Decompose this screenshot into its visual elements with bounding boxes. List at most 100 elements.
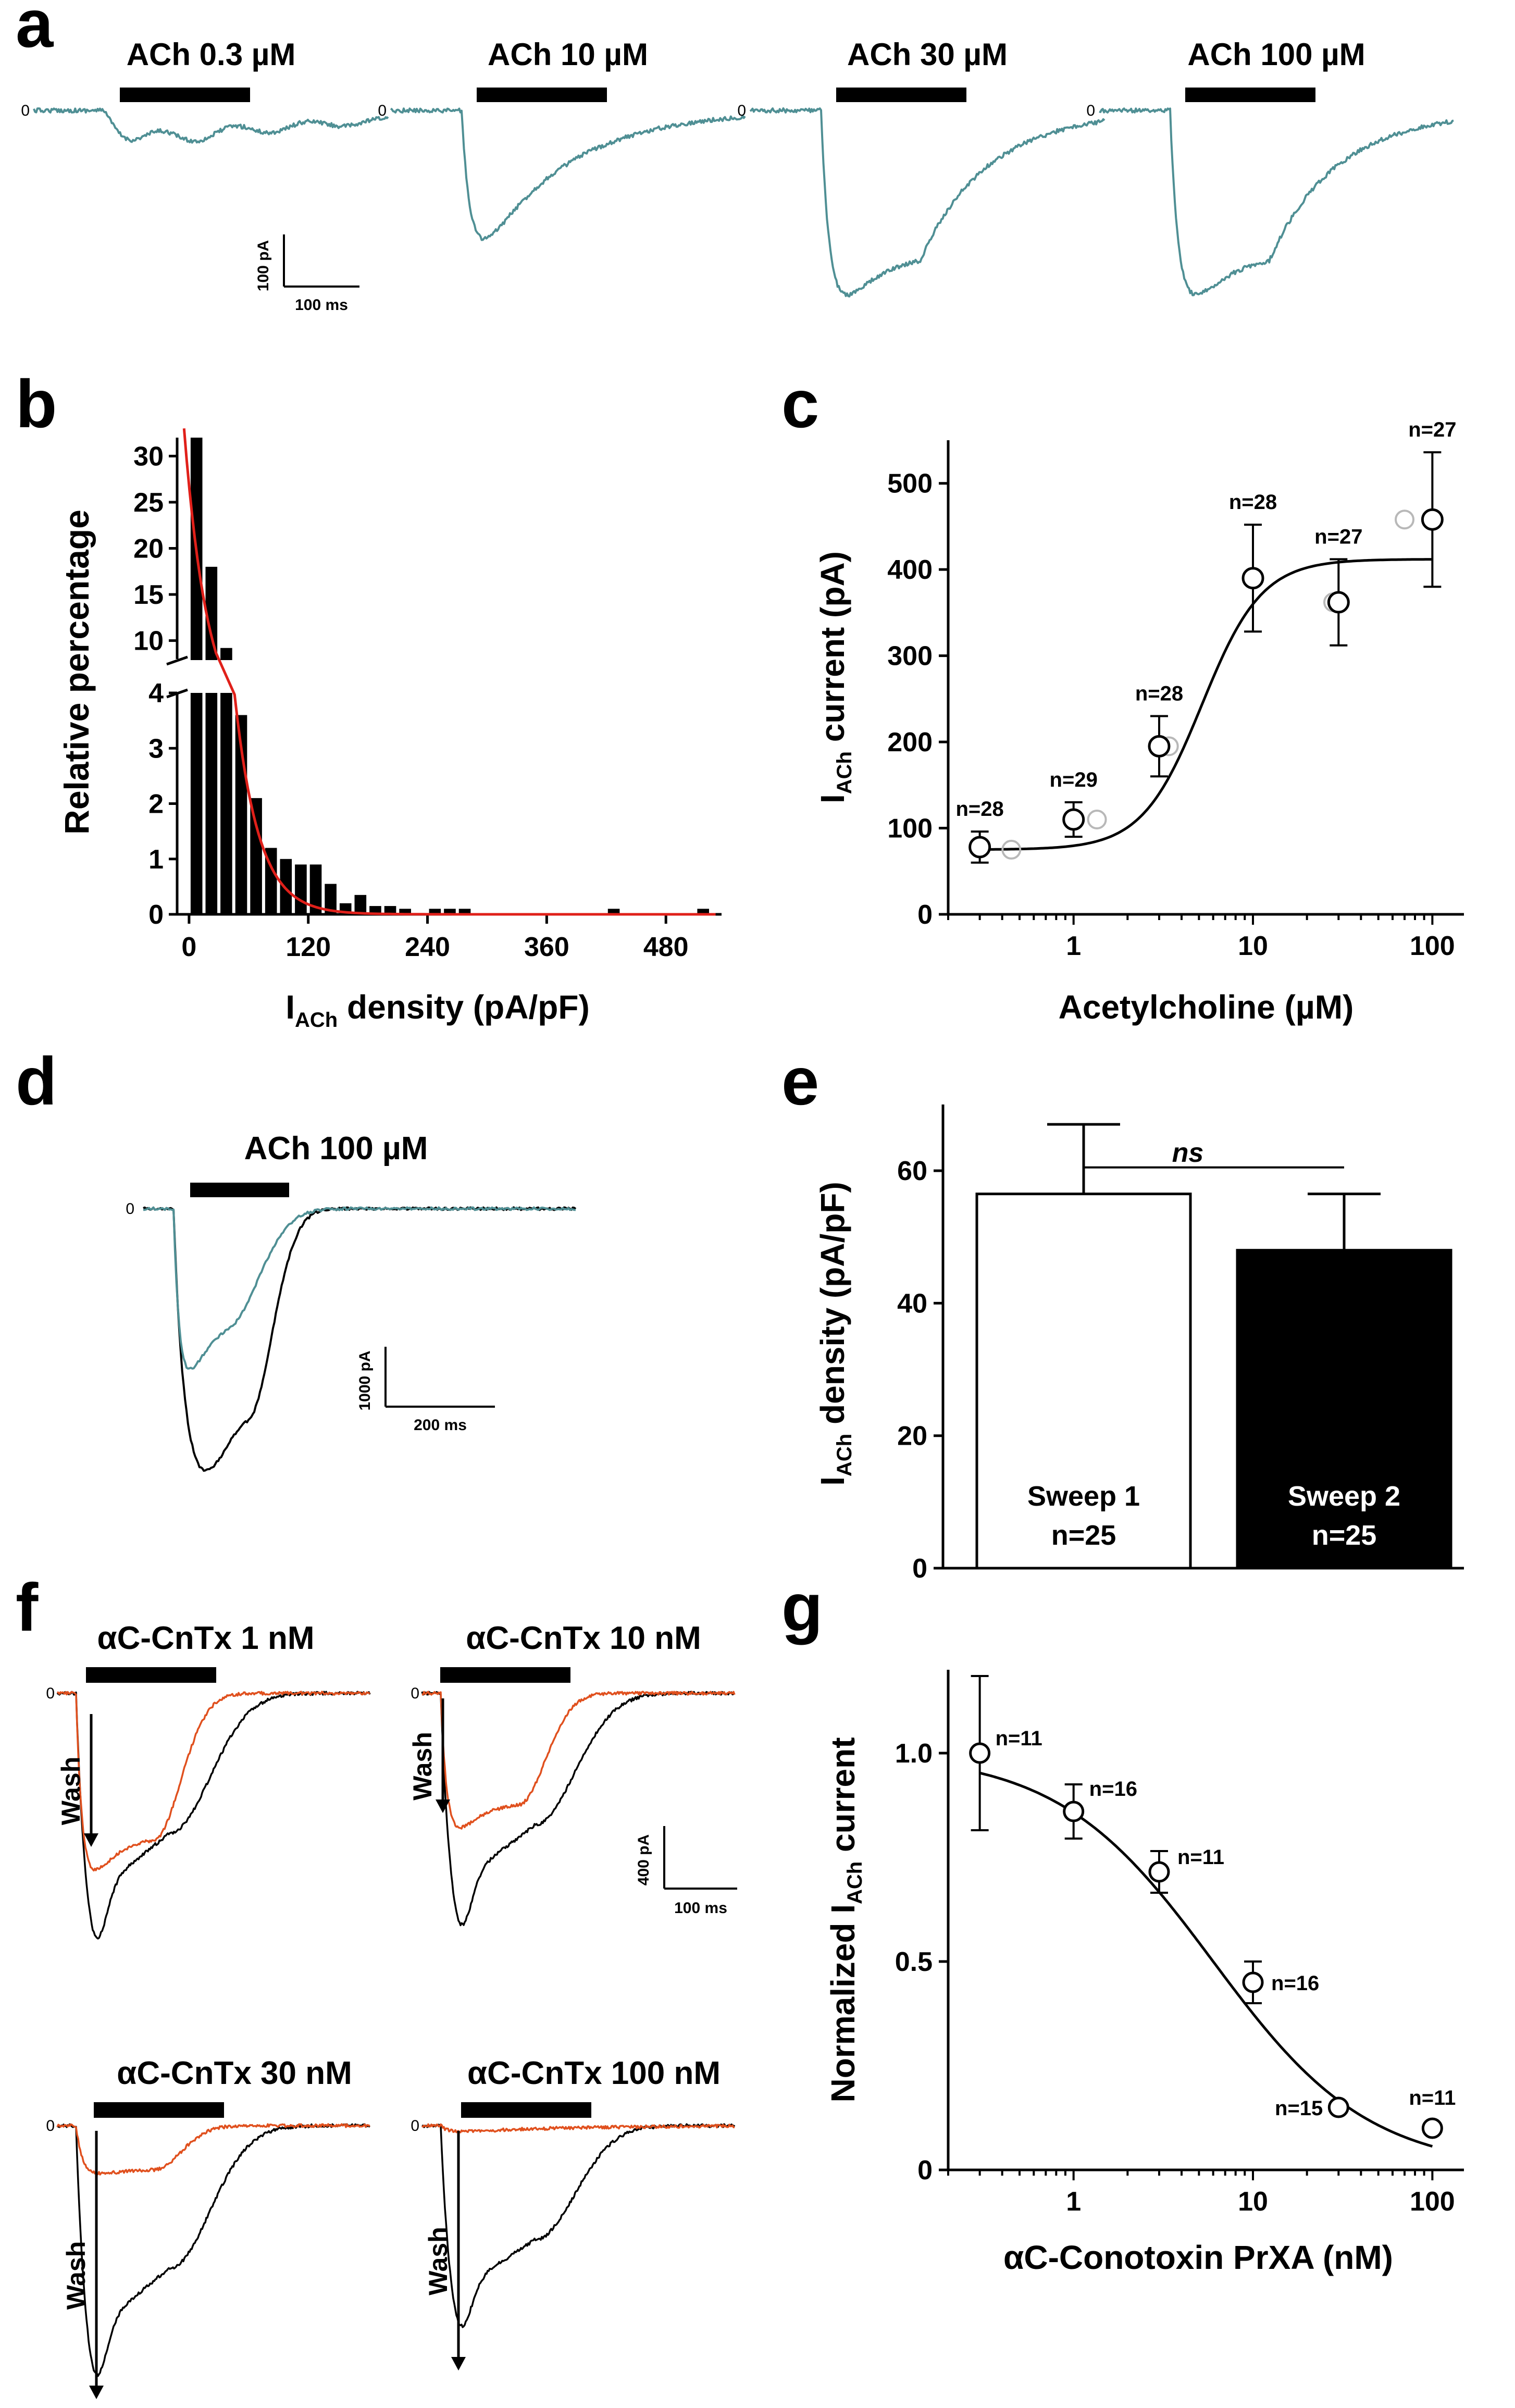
n-label-3: n=28: [1229, 491, 1277, 514]
xtick-label-2: 100: [1410, 931, 1455, 961]
xtick-label-2: 240: [405, 932, 450, 962]
wash-arrowhead-3: [89, 2386, 104, 2399]
bar-11: [354, 895, 367, 914]
ytick-label-4: 400: [887, 555, 933, 585]
panel-d: ACh 100 µM 0 1000 pA 200 ms: [126, 1131, 577, 1472]
ytick-high-label-2: 20: [133, 534, 164, 564]
wash-arrowhead-4: [451, 2357, 466, 2370]
n-label-5: n=27: [1408, 418, 1456, 441]
n-label-1: n=16: [1089, 1778, 1137, 1801]
ytick-label-0: 0: [912, 1554, 927, 1584]
panel-c: 0 100 200 300 400 500 1 10 100 n=28 n=29 n=28 n=28 n=…: [814, 418, 1464, 1026]
data-point-1: [1062, 808, 1085, 831]
x-axis-label: Acetylcholine (µM): [1059, 988, 1354, 1026]
toxin-application-bar-3: [94, 2102, 224, 2118]
ytick-label-3: 300: [887, 641, 933, 672]
trace-control-2: [421, 1691, 735, 1927]
label-4: ACh 100 µM: [1187, 37, 1365, 72]
panel-letters: a b c d e f g: [16, 0, 823, 1645]
bar-9: [325, 884, 337, 914]
data-point-5: [1421, 2117, 1443, 2139]
trace-control-4: [421, 2123, 736, 2328]
y-axis-label: IACh current (pA): [814, 551, 856, 803]
ytick-low-label-2: 2: [148, 789, 164, 820]
trace-sweep-1: [143, 1206, 576, 1370]
wash-label-1: Wash: [56, 1757, 85, 1826]
data-point-3: [1242, 1971, 1264, 1993]
trace-toxin-3: [56, 2123, 370, 2176]
inhibition-fit: [979, 1771, 1433, 2148]
panel-letter-e: e: [781, 1043, 819, 1119]
zero-label: 0: [126, 1200, 134, 1218]
ytick-high-label-1: 15: [133, 580, 164, 610]
n-label-4: n=15: [1275, 2097, 1323, 2120]
bar-0-low: [190, 693, 203, 914]
wash-arrowhead-2: [436, 1799, 450, 1813]
bar-1-low: [205, 693, 218, 914]
zero-label-3: 0: [46, 2117, 55, 2134]
xtick-label-0: 1: [1066, 2187, 1081, 2217]
bar-1: [1236, 1249, 1452, 1570]
n-label-2: n=28: [1135, 682, 1183, 705]
zero-label-1: 0: [46, 1685, 55, 1702]
xtick-label-3: 360: [524, 932, 569, 962]
ach-application-bar-1: [120, 88, 250, 102]
bar-0: [975, 1193, 1192, 1570]
y-axis-label: IACh density (pA/pF): [814, 1182, 856, 1486]
ytick-label-1: 100: [887, 814, 933, 844]
wash-label-2: Wash: [408, 1732, 437, 1801]
ytick-low-label-0: 0: [148, 900, 164, 930]
bar-2-low: [220, 693, 232, 914]
data-point-2: [1148, 1861, 1170, 1883]
ach-application-bar: [190, 1183, 289, 1197]
wash-label-4: Wash: [424, 2227, 453, 2295]
ytick-label-0: 0: [917, 900, 933, 930]
data-point-3: [1241, 567, 1264, 590]
bar-1-high: [205, 566, 218, 665]
zero-label-2: 0: [411, 1685, 419, 1702]
ach-application-bar-3: [836, 88, 966, 102]
title-2: αC-CnTx 10 nM: [466, 1620, 701, 1656]
data-point-4: [1327, 591, 1350, 614]
bar-5: [265, 848, 277, 914]
bar-7: [295, 864, 307, 914]
panel-b: 0 1 2 3 4 10 15 20 25 30 0 120 240 360 480 Relative per…: [57, 428, 722, 1032]
bar-8: [309, 864, 322, 914]
data-point-1: [1063, 1801, 1085, 1822]
grey-point-4: [1395, 510, 1415, 530]
panel-a: ACh 0.3 µM 0 ACh 10 µM 0 ACh 30 µM 0 ACh 100 µ…: [21, 37, 1454, 314]
trace-toxin-4: [421, 2123, 735, 2133]
panel-letter-f: f: [16, 1569, 39, 1645]
scale-y-label: 100 pA: [255, 240, 272, 291]
bar-28: [607, 909, 620, 914]
toxin-application-bar-2: [440, 1667, 570, 1683]
xtick-label-2: 100: [1410, 2187, 1455, 2217]
ytick-high-label-0: 10: [133, 626, 164, 656]
break-mark-1: [166, 655, 188, 666]
panel-letter-c: c: [781, 366, 819, 442]
panel-g: 0 0.5 1.0 1 10 100 n=11 n=16 n=11 n=16 n=15 n=11 αC-…: [824, 1670, 1464, 2276]
n-label-5: n=11: [1409, 2087, 1456, 2109]
data-point-4: [1327, 2096, 1349, 2118]
scale-y-label: 400 pA: [635, 1834, 652, 1885]
zero-label-2: 0: [378, 102, 387, 119]
trace-control-1: [56, 1691, 371, 1940]
n-label-0: n=25: [1051, 1520, 1116, 1551]
trace-toxin-2: [421, 1691, 736, 1830]
data-point-5: [1421, 508, 1444, 531]
data-point-2: [1148, 735, 1171, 758]
label-2: ACh 10 µM: [488, 37, 648, 72]
scale-x-label: 100 ms: [674, 1900, 727, 1917]
trace-1: [33, 107, 389, 144]
y-axis-label: Normalized IACh current: [824, 1737, 866, 2102]
title: ACh 100 µM: [244, 1131, 428, 1166]
scale-y-label: 1000 pA: [356, 1350, 374, 1410]
bar-18: [458, 909, 471, 914]
zero-label-4: 0: [1086, 102, 1095, 119]
xtick-label-4: 480: [643, 932, 689, 962]
ytick-label-5: 500: [887, 469, 933, 499]
title-1: αC-CnTx 1 nM: [97, 1620, 315, 1656]
ach-application-bar-4: [1185, 88, 1315, 102]
grey-point-1: [1087, 810, 1107, 829]
xtick-label-1: 10: [1238, 2187, 1268, 2217]
